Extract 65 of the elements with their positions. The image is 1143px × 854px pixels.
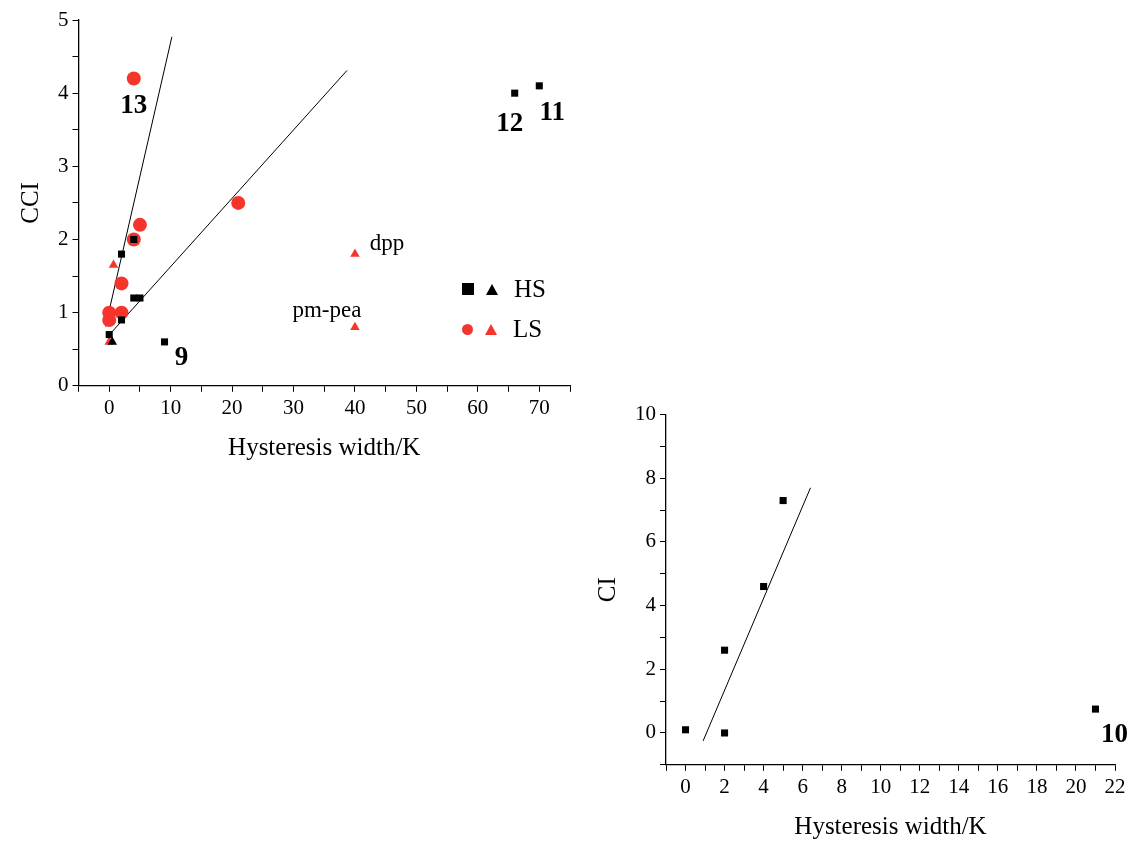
point	[760, 582, 768, 591]
point	[136, 294, 144, 302]
y-tick-label: 2	[58, 226, 69, 250]
x-tick-label: 0	[103, 394, 115, 419]
y-tick-label: 3	[58, 152, 69, 177]
annotation: 10	[1100, 718, 1128, 749]
x-tick-label: 6	[797, 773, 808, 798]
point	[107, 336, 118, 345]
x-tick-label: 20	[221, 394, 243, 419]
annotation: 13	[120, 89, 148, 120]
legend-label: LS	[513, 314, 543, 345]
point	[511, 89, 519, 97]
x-tick-label: 12	[909, 773, 931, 798]
point	[681, 726, 690, 734]
point	[105, 331, 113, 339]
y-tick-label: 5	[58, 6, 69, 31]
x-tick-label: 16	[987, 773, 1009, 798]
point	[114, 276, 129, 291]
x-tick-label: 40	[344, 394, 366, 419]
x-tick-label: 18	[1026, 773, 1048, 798]
x-tick-label: 10	[870, 773, 892, 798]
annotation: 11	[539, 95, 566, 126]
x-tick-label: 10	[160, 394, 182, 419]
x-tick-label: 4	[758, 773, 770, 798]
legend-label: HS	[514, 274, 546, 305]
x-tick-label: 14	[948, 773, 970, 798]
point	[1091, 705, 1100, 713]
annotation: 12	[496, 107, 524, 138]
annotation: 9	[174, 340, 189, 371]
point	[779, 497, 787, 505]
x-axis-title: Hysteresis width/K	[794, 811, 987, 839]
y-axis-title: CI	[592, 577, 620, 603]
y-tick-label: 1	[58, 299, 69, 324]
y-axis-title: CCI	[15, 182, 43, 224]
y-tick-label: 0	[645, 719, 656, 744]
x-tick-label: 30	[283, 394, 305, 419]
point	[350, 248, 360, 257]
annotation: pm-pea	[292, 297, 362, 323]
y-tick-label: 4	[645, 592, 657, 617]
y-tick-label: 8	[645, 464, 656, 489]
y-tick-label: 2	[645, 655, 656, 680]
point	[160, 338, 169, 346]
point	[231, 195, 246, 210]
x-axis-title: Hysteresis width/K	[228, 432, 421, 460]
point	[117, 250, 126, 258]
annotation: dpp	[369, 230, 405, 256]
point	[721, 729, 729, 737]
point	[108, 259, 119, 268]
point	[350, 321, 360, 331]
x-tick-label: 70	[528, 394, 550, 419]
point	[132, 217, 147, 232]
x-tick-label: 2	[719, 773, 730, 798]
x-tick-label: 20	[1065, 773, 1087, 798]
x-tick-label: 60	[467, 394, 489, 419]
point	[721, 646, 729, 654]
x-tick-label: 22	[1104, 773, 1126, 798]
x-tick-label: 8	[836, 773, 847, 798]
y-tick-label: 6	[645, 528, 656, 553]
x-tick-label: 0	[680, 773, 691, 798]
point	[126, 71, 141, 86]
y-tick-label: 4	[58, 79, 69, 104]
point	[117, 316, 126, 324]
point	[535, 82, 543, 90]
y-tick-label: 0	[58, 372, 69, 397]
x-tick-label: 50	[405, 394, 427, 419]
